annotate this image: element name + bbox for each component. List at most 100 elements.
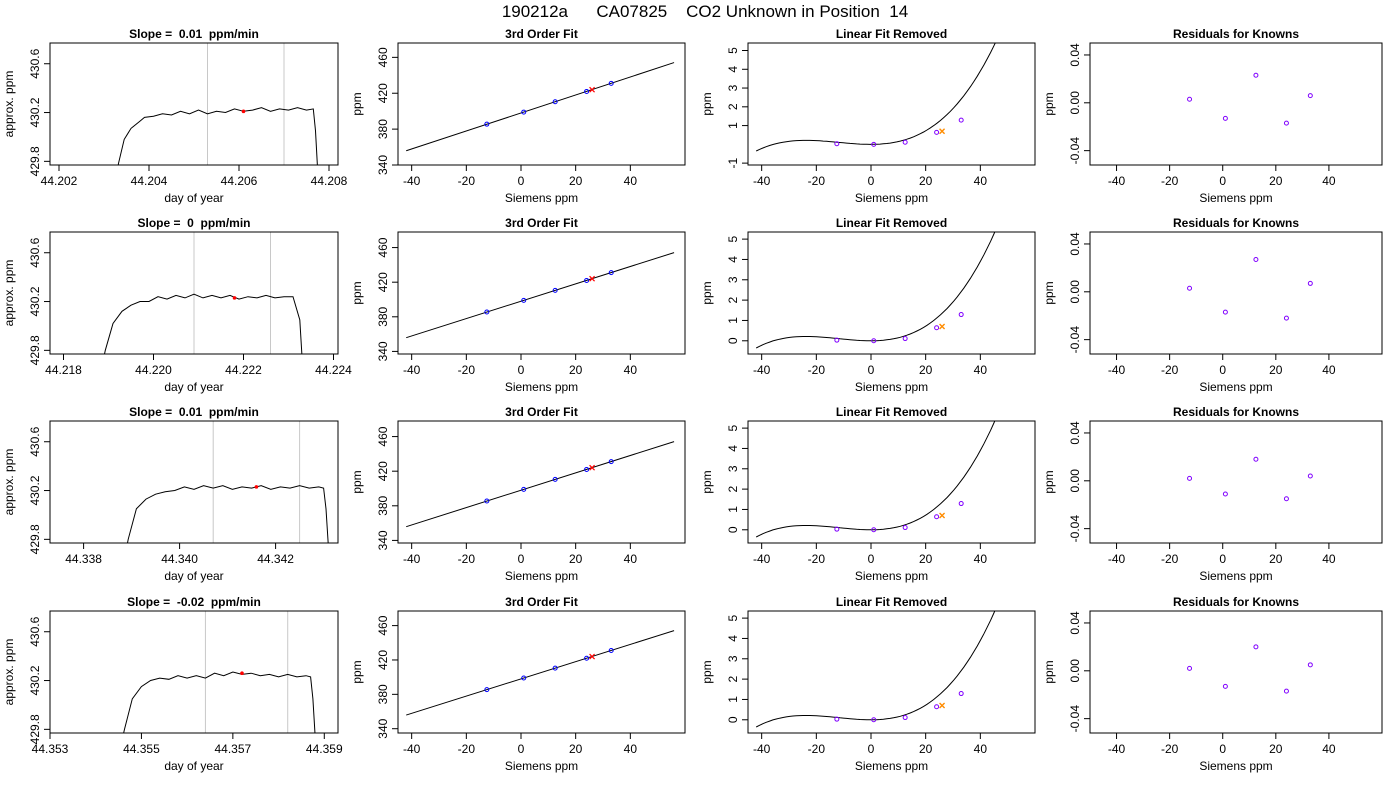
known-point [484, 309, 490, 315]
known-point [608, 80, 614, 86]
y-tick-label: -0.04 [1068, 705, 1082, 733]
x-tick-label: 0 [1219, 174, 1226, 188]
plot-frame [49, 42, 339, 166]
y-axis-label: ppm [1042, 92, 1056, 115]
panel-fit-row1: 3rd Order Fit -40 -20 0 20 40 340 380 420 460 Siem… [350, 27, 686, 205]
panel-residuals-row3: Residuals for Knowns -40 -20 0 20 40 -0.04 0.00… [1042, 405, 1383, 583]
residual-point [1222, 491, 1228, 497]
series-line [117, 107, 318, 165]
x-tick-label: 40 [624, 742, 638, 756]
plot-frame [49, 610, 339, 734]
x-tick-label: 44.338 [65, 552, 102, 566]
x-axis-label: Siemens ppm [505, 569, 578, 583]
residual-point [1253, 644, 1259, 650]
y-tick-label: 460 [376, 237, 390, 257]
known-point [484, 121, 490, 127]
unknown-point [939, 512, 946, 519]
x-tick-label: -40 [403, 552, 421, 566]
x-axis-label: Siemens ppm [1199, 191, 1272, 205]
x-tick-label: 40 [624, 363, 638, 377]
y-tick-label: 0.00 [1068, 469, 1082, 493]
x-tick-label: 0 [868, 552, 875, 566]
plot-frame [1089, 420, 1383, 544]
plot-area [406, 62, 675, 152]
x-axis-label: Siemens ppm [855, 380, 928, 394]
plot-area [117, 43, 318, 165]
known-point [958, 501, 964, 507]
y-tick-label: 0.04 [1068, 421, 1082, 445]
x-tick-label: 20 [1269, 742, 1283, 756]
y-axis-label: ppm [1042, 470, 1056, 493]
plot-frame [1089, 231, 1383, 355]
known-point [584, 655, 590, 661]
y-axis-label: ppm [350, 470, 364, 493]
y-tick-label: 0.04 [1068, 232, 1082, 256]
y-tick-label: 5 [726, 614, 740, 621]
plot-area [1187, 456, 1313, 502]
x-tick-label: 44.224 [315, 363, 352, 377]
x-axis-label: day of year [164, 759, 223, 773]
residual-point [1222, 115, 1228, 121]
y-tick-label: 420 [376, 461, 390, 481]
x-tick-label: -20 [1161, 552, 1179, 566]
residual-point [1222, 309, 1228, 315]
panel-timeseries-row3: Slope = 0.01 ppm/min 44.338 44.340 44.342 42… [2, 405, 339, 583]
y-tick-label: 380 [376, 495, 390, 515]
x-tick-label: 40 [974, 174, 988, 188]
plot-area [406, 630, 675, 716]
known-point [902, 336, 908, 342]
y-tick-label: 1 [726, 317, 740, 324]
x-axis-label: Siemens ppm [855, 569, 928, 583]
panel-title: 3rd Order Fit [505, 216, 578, 230]
residual-point [1307, 280, 1313, 286]
y-tick-label: 1 [726, 506, 740, 513]
known-point [834, 716, 840, 722]
x-tick-label: 44.357 [215, 742, 252, 756]
y-tick-label: 5 [726, 235, 740, 242]
mean-marker [254, 485, 259, 489]
known-point [552, 99, 558, 105]
panel-title: Linear Fit Removed [836, 595, 947, 609]
y-tick-label: -0.04 [1068, 515, 1082, 543]
x-tick-label: -20 [808, 742, 826, 756]
residual-point [1253, 72, 1259, 78]
curve-line [755, 611, 996, 728]
plot-frame [397, 420, 686, 544]
y-tick-label: -0.04 [1068, 137, 1082, 165]
panel-title: 3rd Order Fit [505, 27, 578, 41]
x-tick-label: 40 [624, 552, 638, 566]
curve-line [755, 232, 996, 349]
known-point [552, 287, 558, 293]
y-axis-label: ppm [350, 92, 364, 115]
x-tick-label: -40 [753, 363, 771, 377]
x-tick-label: -40 [403, 363, 421, 377]
x-tick-label: 40 [974, 552, 988, 566]
y-tick-label: 4 [726, 66, 740, 73]
mean-marker [240, 671, 244, 676]
plot-area [406, 252, 675, 339]
panel-title: Residuals for Knowns [1173, 405, 1299, 419]
known-point [552, 476, 558, 482]
plot-area [755, 43, 996, 152]
panel-linear-removed-row3: Linear Fit Removed -40 -20 0 20 40 0 1 2 3 4 5 Sieme… [700, 405, 1036, 583]
known-point [584, 466, 590, 472]
x-tick-label: 44.220 [135, 363, 172, 377]
y-axis-label: approx. ppm [2, 449, 16, 516]
y-tick-label: 3 [726, 655, 740, 662]
y-tick-label: 0.00 [1068, 659, 1082, 683]
x-tick-label: 20 [919, 363, 933, 377]
known-point [871, 717, 877, 723]
y-tick-label: 429.8 [28, 524, 42, 554]
x-tick-label: 20 [919, 742, 933, 756]
plot-area [755, 232, 996, 349]
x-tick-label: 40 [1322, 363, 1336, 377]
x-tick-label: 20 [1269, 174, 1283, 188]
y-tick-label: 460 [376, 47, 390, 67]
x-tick-label: -20 [808, 552, 826, 566]
unknown-point [589, 86, 595, 93]
unknown-point [589, 464, 595, 471]
y-tick-label: 0 [726, 716, 740, 723]
panel-fit-row3: 3rd Order Fit -40 -20 0 20 40 340 380 420 460 Siem… [350, 405, 686, 583]
y-axis-label: ppm [350, 281, 364, 304]
residual-point [1187, 285, 1193, 291]
